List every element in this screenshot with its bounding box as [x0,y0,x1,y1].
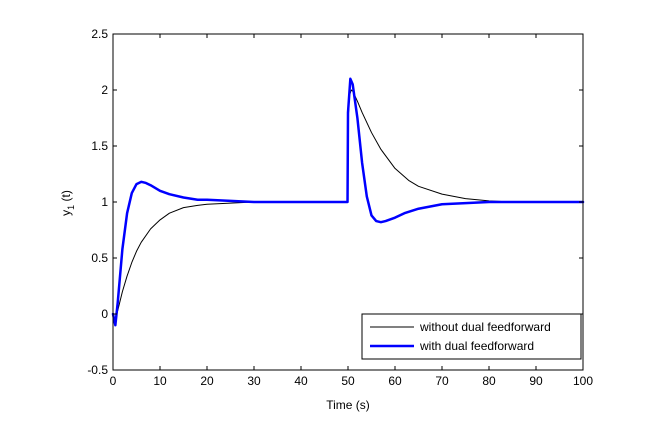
x-tick-label: 100 [573,374,593,388]
x-tick-label: 40 [294,374,308,388]
x-tick-label: 90 [529,374,543,388]
legend-box [361,313,582,360]
legend-label-without-dual-feedforward: without dual feedforward [419,320,551,334]
y-axis-title-tail: (t) [59,190,73,205]
y-tick-label: 1.5 [91,139,108,153]
y-tick-label: -0.5 [87,363,108,377]
svg-text:y1 (t): y1 (t) [59,190,76,216]
x-tick-label: 10 [153,374,167,388]
x-axis-title: Time (s) [326,398,370,412]
x-tick-label: 30 [247,374,261,388]
plot-area: 0 10 20 30 40 50 60 70 80 90 100-0.500.511.522.5 [87,27,593,388]
x-tick-label: 0 [110,374,117,388]
legend: without dual feedforward with dual feedf… [361,313,582,360]
y-tick-label: 2 [101,83,108,97]
y-tick-label: 0.5 [91,251,108,265]
y-tick-label: 2.5 [91,27,108,41]
y-tick-label: 1 [101,195,108,209]
y-axis-title-main: y [59,210,73,216]
x-tick-label: 80 [482,374,496,388]
x-tick-label: 50 [341,374,355,388]
x-tick-label: 60 [388,374,402,388]
y-axis-title: y1 (t) [59,190,76,216]
series-line-with-dual-feedforward [111,77,585,327]
x-tick-label: 70 [435,374,449,388]
x-tick-label: 20 [200,374,214,388]
legend-label-with-dual-feedforward: with dual feedforward [419,339,534,353]
y-tick-label: 0 [101,307,108,321]
y-axis-title-subscript: 1 [66,205,76,210]
